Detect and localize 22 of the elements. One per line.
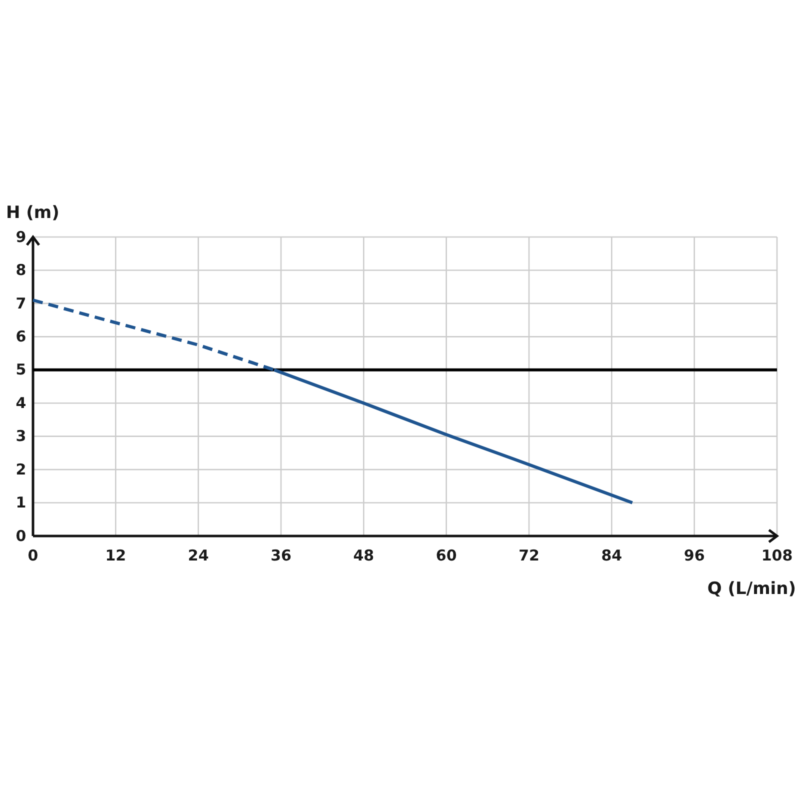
- y-tick-label: 2: [16, 460, 26, 478]
- y-tick-label: 8: [16, 261, 26, 280]
- x-axis-title: Q (L/min): [707, 579, 796, 599]
- x-tick-label: 84: [601, 546, 622, 565]
- x-tick-label: 12: [105, 546, 126, 565]
- x-tick-label: 48: [353, 546, 374, 565]
- x-tick-label: 24: [188, 546, 209, 565]
- y-tick-label: 5: [16, 360, 26, 379]
- y-tick-label: 1: [16, 494, 26, 512]
- y-tick-label: 0: [16, 526, 26, 545]
- y-axis-title: H (m): [6, 203, 60, 223]
- y-tick-label: 6: [16, 327, 26, 346]
- y-tick-label: 4: [16, 394, 26, 412]
- x-tick-label: 36: [270, 546, 292, 565]
- y-tick-label: 7: [16, 294, 26, 312]
- x-tick-label: 108: [761, 546, 793, 565]
- y-tick-label: 3: [16, 427, 26, 446]
- x-tick-label: 72: [518, 546, 540, 565]
- x-tick-label: 60: [436, 546, 457, 565]
- x-tick-label: 0: [28, 546, 38, 565]
- y-tick-label: 9: [16, 228, 26, 246]
- x-tick-label: 96: [684, 546, 705, 565]
